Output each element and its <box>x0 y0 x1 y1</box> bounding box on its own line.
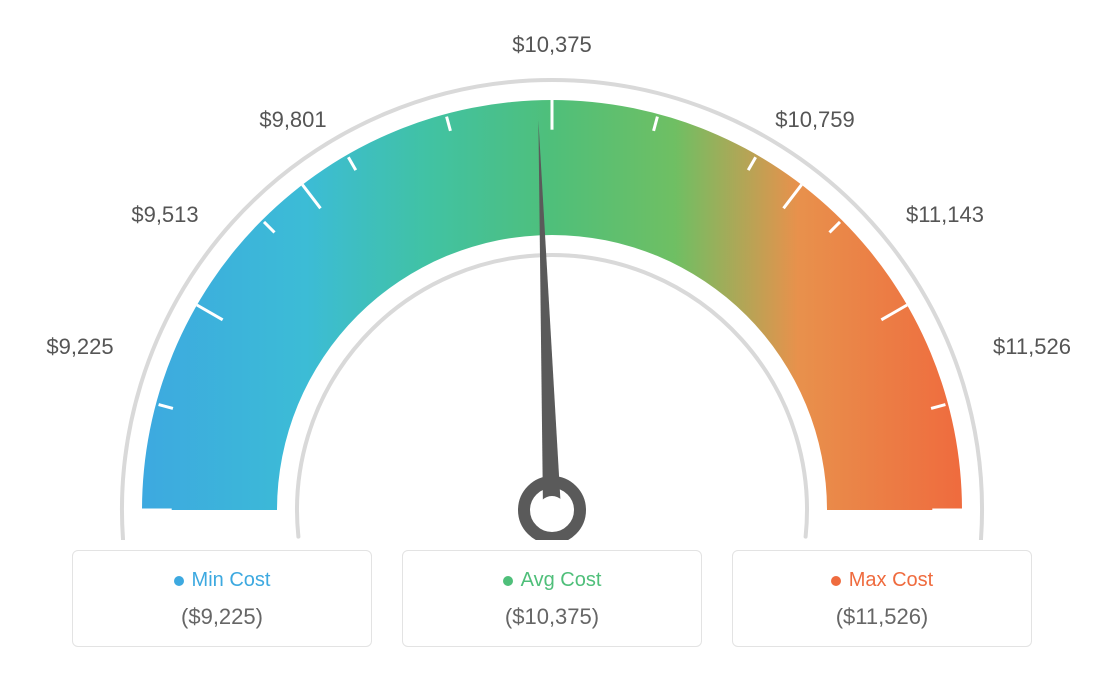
dot-icon <box>503 576 513 586</box>
legend-label-min: Min Cost <box>192 569 271 592</box>
legend-title-avg: Avg Cost <box>423 569 681 592</box>
gauge-chart: $9,225 $9,513 $9,801 $10,375 $10,759 $11,143 $… <box>20 20 1084 540</box>
gauge-tick-label: $11,526 <box>993 334 1071 360</box>
legend-value-avg: ($10,375) <box>423 604 681 630</box>
legend-row: Min Cost ($9,225) Avg Cost ($10,375) Max… <box>20 550 1084 647</box>
gauge-tick-label: $10,759 <box>775 107 855 133</box>
legend-title-min: Min Cost <box>93 569 351 592</box>
gauge-tick-label: $9,801 <box>259 107 326 133</box>
legend-label-max: Max Cost <box>849 569 933 592</box>
legend-label-avg: Avg Cost <box>521 569 602 592</box>
gauge-svg <box>20 20 1084 540</box>
legend-title-max: Max Cost <box>753 569 1011 592</box>
legend-value-min: ($9,225) <box>93 604 351 630</box>
dot-icon <box>174 576 184 586</box>
gauge-tick-label: $11,143 <box>906 202 984 228</box>
legend-value-max: ($11,526) <box>753 604 1011 630</box>
legend-card-avg: Avg Cost ($10,375) <box>402 550 702 647</box>
gauge-tick-label: $10,375 <box>512 32 592 58</box>
legend-card-min: Min Cost ($9,225) <box>72 550 372 647</box>
gauge-tick-label: $9,513 <box>131 202 198 228</box>
gauge-tick-label: $9,225 <box>46 334 113 360</box>
dot-icon <box>831 576 841 586</box>
legend-card-max: Max Cost ($11,526) <box>732 550 1032 647</box>
